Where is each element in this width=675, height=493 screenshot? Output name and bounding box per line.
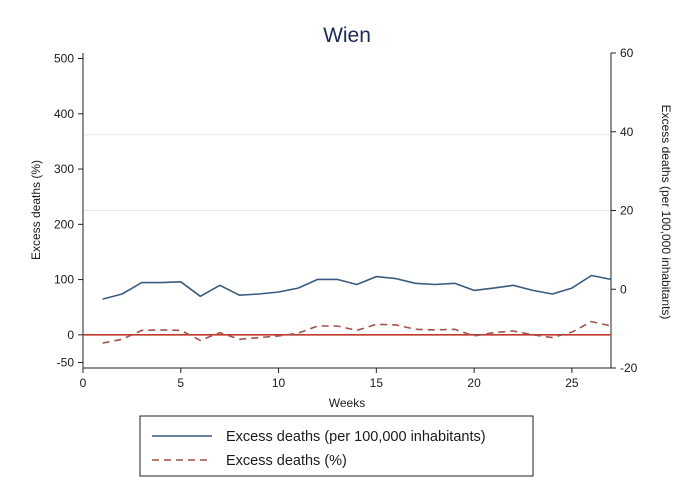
x-axis-title: Weeks	[329, 396, 365, 410]
series-line-1	[102, 320, 612, 344]
y-right-tick-label-60: 60	[620, 46, 634, 60]
y-left-tick-label-0: 0	[67, 328, 74, 342]
y-right-tick-label--20: -20	[620, 361, 638, 375]
y-left-tick-label-300: 300	[54, 162, 74, 176]
y-right-tick-label-20: 20	[620, 204, 634, 218]
series-layer	[102, 274, 612, 344]
y-right-tick-label-0: 0	[620, 282, 627, 296]
y-left-tick-label-400: 400	[54, 107, 74, 121]
y-left-tick-label-200: 200	[54, 217, 74, 231]
y-axis-left-title: Excess deaths (%)	[29, 160, 43, 260]
x-tick-label-0: 0	[80, 376, 87, 390]
y-axis-right-title: Excess deaths (per 100,000 inhabitants)	[659, 105, 673, 320]
legend: Excess deaths (per 100,000 inhabitants) …	[139, 415, 534, 477]
x-tick-label-25: 25	[565, 376, 579, 390]
legend-box	[139, 415, 534, 477]
y-left-tick-label-100: 100	[54, 273, 74, 287]
x-tick-label-10: 10	[272, 376, 286, 390]
y-left-tick-label--50: -50	[57, 355, 75, 369]
y-left-tick-label-500: 500	[54, 52, 74, 66]
chart-title: Wien	[323, 24, 371, 47]
legend-label-series-0: Excess deaths (per 100,000 inhabitants)	[226, 429, 486, 445]
series-line-0	[102, 274, 612, 300]
x-tick-label-15: 15	[370, 376, 384, 390]
legend-label-series-1: Excess deaths (%)	[226, 453, 347, 469]
grid-layer	[83, 134, 611, 211]
x-tick-label-20: 20	[467, 376, 481, 390]
axes-layer: 0 5 10 15 20 25 -50 0 100 200 300 400 500 -20 0 20 40 60	[54, 46, 638, 390]
y-right-tick-label-40: 40	[620, 125, 634, 139]
x-tick-label-5: 5	[177, 376, 184, 390]
